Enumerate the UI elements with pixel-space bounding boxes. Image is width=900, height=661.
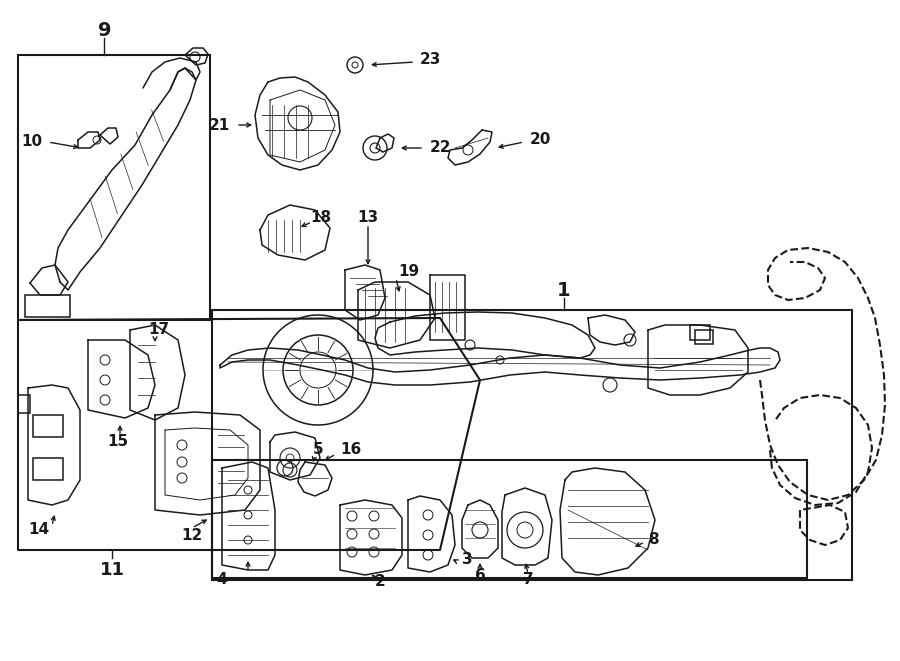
Text: 9: 9	[98, 20, 112, 40]
Text: 8: 8	[648, 533, 659, 547]
Text: 17: 17	[148, 323, 169, 338]
Text: 13: 13	[357, 210, 379, 225]
Bar	[690, 325, 710, 340]
Text: 16: 16	[340, 442, 361, 457]
Bar	[695, 330, 713, 344]
Text: 21: 21	[209, 118, 230, 132]
Text: 4: 4	[217, 572, 228, 588]
Bar	[33, 415, 63, 437]
Text: 22: 22	[430, 141, 452, 155]
Text: 12: 12	[182, 527, 202, 543]
Bar	[25, 295, 70, 317]
Bar	[18, 395, 30, 413]
Text: 5: 5	[312, 442, 323, 457]
Bar	[18, 55, 210, 320]
Text: 2: 2	[374, 574, 385, 590]
Text: 11: 11	[100, 561, 124, 579]
Bar	[212, 310, 852, 580]
Text: 6: 6	[474, 568, 485, 582]
Text: 14: 14	[28, 522, 50, 537]
Text: 20: 20	[530, 132, 552, 147]
Text: 18: 18	[310, 210, 331, 225]
Text: 3: 3	[462, 553, 472, 568]
Text: 15: 15	[107, 434, 129, 449]
Text: 7: 7	[523, 572, 534, 588]
Bar	[33, 458, 63, 480]
Bar	[212, 460, 807, 578]
Text: 23: 23	[420, 52, 441, 67]
Text: 10: 10	[21, 134, 42, 149]
Text: 1: 1	[557, 280, 571, 299]
Text: 19: 19	[398, 264, 419, 280]
